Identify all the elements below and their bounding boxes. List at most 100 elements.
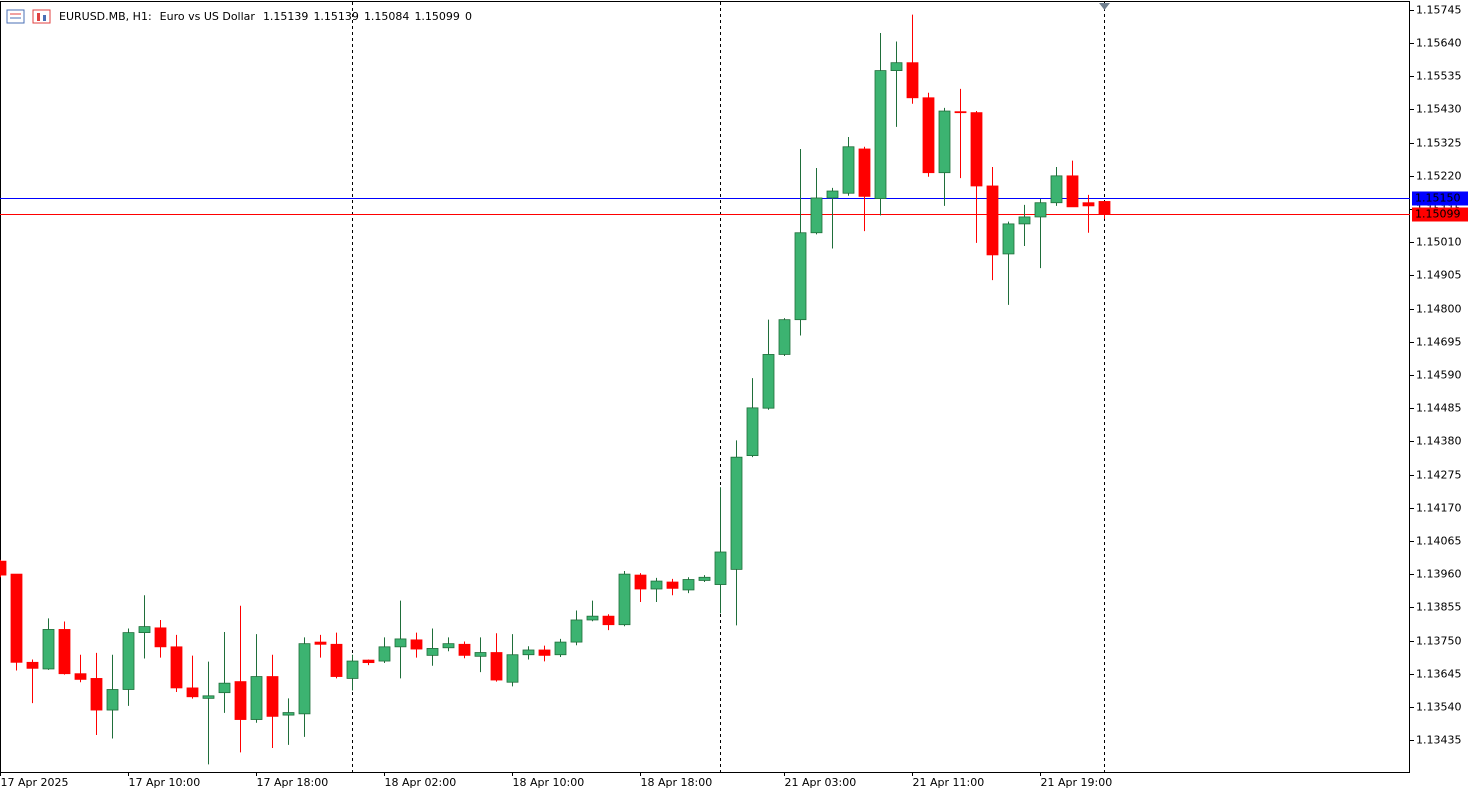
candle-body xyxy=(1002,223,1015,255)
candle-body xyxy=(954,111,967,114)
candle-body xyxy=(474,652,487,657)
candle-body xyxy=(890,62,903,71)
candle-body xyxy=(554,641,567,656)
y-tick-label: 1.15010 xyxy=(1416,236,1462,249)
candle-body xyxy=(314,641,327,645)
y-tick-label: 1.14170 xyxy=(1416,502,1462,515)
candle-body xyxy=(970,112,983,187)
candle-body xyxy=(1066,175,1079,208)
y-tick-label: 1.13855 xyxy=(1416,601,1462,614)
y-tick-label: 1.14380 xyxy=(1416,435,1462,448)
candle-body xyxy=(42,629,55,670)
candle-body xyxy=(1098,201,1111,215)
quote-value: 1.15084 xyxy=(364,10,410,23)
x-tick-label: 18 Apr 02:00 xyxy=(385,776,457,789)
candle-body xyxy=(794,232,807,321)
y-tick-label: 1.13540 xyxy=(1416,701,1462,714)
candle-body xyxy=(986,185,999,256)
candle-body xyxy=(250,676,263,720)
candle-body xyxy=(634,574,647,590)
shift-marker[interactable] xyxy=(1099,3,1110,10)
candle-body xyxy=(746,407,759,456)
y-tick-label: 1.15640 xyxy=(1416,37,1462,50)
candle-body xyxy=(666,581,679,589)
candle-body xyxy=(602,615,615,626)
candle-body xyxy=(442,643,455,649)
candle-body xyxy=(122,632,135,690)
candle-body xyxy=(90,678,103,711)
candle-body xyxy=(698,576,711,581)
candle-body xyxy=(74,673,87,680)
x-tick-label: 17 Apr 18:00 xyxy=(257,776,329,789)
candle-body xyxy=(682,579,695,591)
candle-body xyxy=(586,615,599,621)
icon-chart[interactable] xyxy=(32,9,51,24)
candle-body xyxy=(458,643,471,656)
candle-body xyxy=(218,682,231,694)
y-tick-label: 1.14590 xyxy=(1416,369,1462,382)
candle-body xyxy=(58,629,71,675)
candle-body xyxy=(266,676,279,717)
candle-body xyxy=(26,661,39,669)
y-tick-label: 1.14275 xyxy=(1416,469,1462,482)
icon-bar xyxy=(43,15,46,21)
candle-body xyxy=(410,639,423,650)
candle-body xyxy=(202,695,215,699)
candle-body xyxy=(762,354,775,409)
candle-body xyxy=(298,643,311,715)
candle-body xyxy=(874,70,887,200)
candle-body xyxy=(730,456,743,570)
symbol: EURUSD.MB, H1: xyxy=(59,10,152,23)
quote-value: 0 xyxy=(465,10,472,23)
x-tick-label: 21 Apr 03:00 xyxy=(785,776,857,789)
candle-body xyxy=(842,146,855,194)
candle-body xyxy=(282,712,295,716)
candle-body xyxy=(778,319,791,355)
candle-body xyxy=(330,643,343,677)
y-tick-label: 1.14485 xyxy=(1416,402,1462,415)
candle-body xyxy=(186,687,199,698)
x-tick-label: 21 Apr 11:00 xyxy=(913,776,985,789)
candle-body xyxy=(170,646,183,689)
icon-list[interactable] xyxy=(6,9,25,24)
ask-box xyxy=(1412,191,1468,206)
quote-value: 1.15099 xyxy=(414,10,460,23)
candle-body xyxy=(362,659,375,664)
candle-body xyxy=(538,649,551,656)
candle-body xyxy=(618,573,631,626)
y-tick-label: 1.13750 xyxy=(1416,635,1462,648)
candle-body xyxy=(826,190,839,199)
candle-body xyxy=(650,580,663,590)
quote-value: 1.15139 xyxy=(263,10,309,23)
x-tick-label: 17 Apr 2025 xyxy=(1,776,69,789)
candle-body xyxy=(1018,216,1031,225)
header-icons xyxy=(6,9,51,24)
description: Euro vs US Dollar xyxy=(160,10,256,23)
y-tick-label: 1.15430 xyxy=(1416,103,1462,116)
candle-body xyxy=(522,649,535,656)
plot-frame xyxy=(0,1,1410,773)
candle-body xyxy=(426,648,439,656)
candle-body xyxy=(394,638,407,648)
candle-body xyxy=(234,681,247,720)
ask-label: 1.15150 xyxy=(1415,192,1461,205)
quote-value: 1.15139 xyxy=(313,10,359,23)
y-tick-label: 1.15325 xyxy=(1416,137,1462,150)
y-tick-label: 1.14695 xyxy=(1416,336,1462,349)
candle-body xyxy=(1034,202,1047,218)
y-tick-label: 1.13960 xyxy=(1416,568,1462,581)
candle-body xyxy=(10,573,23,663)
candle-body xyxy=(0,560,7,576)
y-tick-label: 1.15220 xyxy=(1416,170,1462,183)
x-tick-label: 18 Apr 10:00 xyxy=(513,776,585,789)
candle-body xyxy=(106,689,119,711)
candle-body xyxy=(506,654,519,683)
candle-body xyxy=(810,197,823,234)
bid-label: 1.15099 xyxy=(1415,208,1461,221)
candle-body xyxy=(138,626,151,634)
candle-body xyxy=(938,110,951,174)
candle-body xyxy=(570,619,583,643)
x-tick-label: 17 Apr 10:00 xyxy=(129,776,201,789)
